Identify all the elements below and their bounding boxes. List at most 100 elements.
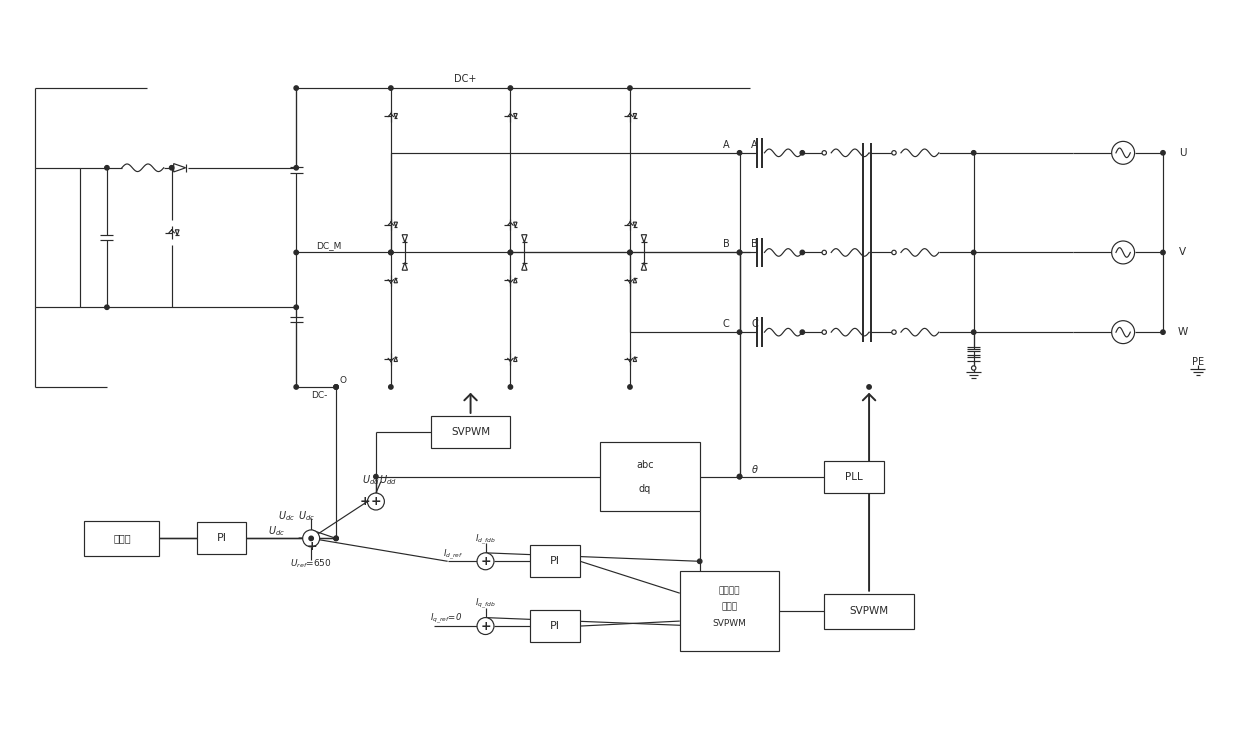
Text: -: -	[484, 621, 487, 631]
Text: PI: PI	[551, 621, 560, 631]
Bar	[430, 416, 511, 447]
Polygon shape	[394, 114, 398, 118]
Circle shape	[334, 536, 339, 541]
Circle shape	[294, 86, 299, 90]
Circle shape	[294, 166, 299, 170]
Polygon shape	[513, 278, 517, 283]
Text: $I_{d\_fdb}$: $I_{d\_fdb}$	[475, 532, 496, 547]
Text: 限压环: 限压环	[113, 533, 130, 543]
Circle shape	[1161, 250, 1166, 255]
Circle shape	[800, 250, 805, 255]
Circle shape	[971, 330, 976, 335]
Polygon shape	[634, 356, 636, 362]
Circle shape	[1161, 330, 1166, 335]
Circle shape	[477, 553, 494, 570]
Circle shape	[1112, 320, 1135, 344]
Bar	[825, 594, 914, 628]
Circle shape	[309, 536, 314, 541]
Circle shape	[508, 250, 512, 255]
Text: SVPWM: SVPWM	[713, 619, 746, 627]
Circle shape	[971, 151, 976, 155]
Polygon shape	[175, 230, 179, 235]
Polygon shape	[402, 263, 408, 270]
Polygon shape	[634, 278, 636, 283]
Circle shape	[627, 250, 632, 255]
Circle shape	[508, 250, 512, 255]
Circle shape	[388, 250, 393, 255]
Circle shape	[294, 305, 299, 309]
Text: +: +	[306, 540, 317, 554]
Bar	[197, 522, 247, 554]
Circle shape	[892, 151, 897, 155]
Text: $U_{dc}$: $U_{dc}$	[268, 524, 285, 539]
Text: W: W	[1178, 327, 1188, 337]
Circle shape	[822, 151, 826, 155]
Text: PE: PE	[1192, 357, 1204, 367]
Text: B: B	[751, 240, 758, 249]
Circle shape	[822, 250, 826, 255]
Circle shape	[170, 166, 174, 170]
Bar	[600, 441, 699, 512]
Text: $U_{dc}$: $U_{dc}$	[278, 509, 295, 524]
Text: DC+: DC+	[454, 74, 476, 84]
Polygon shape	[634, 114, 636, 118]
Circle shape	[738, 474, 742, 479]
Text: 平衡及: 平衡及	[722, 603, 738, 612]
Text: SVPWM: SVPWM	[849, 606, 889, 616]
Text: -: -	[484, 557, 487, 566]
Circle shape	[388, 250, 393, 255]
Polygon shape	[513, 356, 517, 362]
Bar	[825, 461, 884, 492]
Polygon shape	[522, 235, 527, 242]
Polygon shape	[394, 356, 398, 362]
Circle shape	[334, 536, 339, 541]
Bar	[84, 521, 159, 556]
Polygon shape	[174, 164, 186, 172]
Polygon shape	[634, 222, 636, 227]
Circle shape	[738, 330, 742, 335]
Text: V: V	[1179, 247, 1187, 258]
Text: -: -	[298, 532, 303, 545]
Polygon shape	[402, 235, 408, 242]
Circle shape	[508, 385, 512, 389]
Polygon shape	[513, 222, 517, 227]
Text: +: +	[481, 555, 491, 568]
Text: SVPWM: SVPWM	[451, 427, 490, 437]
Circle shape	[1161, 151, 1166, 155]
Circle shape	[104, 166, 109, 170]
Text: U: U	[1179, 148, 1187, 158]
Text: O: O	[340, 376, 346, 385]
Text: $U_{dd}$: $U_{dd}$	[362, 473, 379, 486]
Circle shape	[303, 530, 320, 547]
Circle shape	[334, 385, 339, 389]
Text: DC_M: DC_M	[316, 241, 341, 250]
Circle shape	[294, 385, 299, 389]
Text: θ: θ	[751, 465, 758, 474]
Circle shape	[477, 618, 494, 634]
Circle shape	[1112, 141, 1135, 164]
Text: B: B	[723, 240, 729, 249]
Circle shape	[367, 493, 384, 510]
Text: 中点电位: 中点电位	[719, 586, 740, 595]
Text: $U_{dc}$: $U_{dc}$	[298, 509, 315, 524]
Text: +: +	[360, 495, 371, 507]
Circle shape	[627, 86, 632, 90]
Text: $I_{d\_ref}$: $I_{d\_ref}$	[444, 547, 464, 562]
Text: +: +	[481, 619, 491, 633]
Text: $I_{q\_fdb}$: $I_{q\_fdb}$	[475, 597, 496, 611]
Circle shape	[892, 250, 897, 255]
Bar	[531, 610, 580, 642]
Text: abc: abc	[636, 459, 653, 470]
Polygon shape	[513, 114, 517, 118]
Circle shape	[971, 366, 976, 371]
Circle shape	[867, 385, 872, 389]
Text: +: +	[371, 495, 382, 507]
Circle shape	[738, 474, 742, 479]
Polygon shape	[522, 263, 527, 270]
Bar	[35, 168, 79, 307]
Text: PLL: PLL	[846, 471, 863, 482]
Circle shape	[334, 385, 339, 389]
Circle shape	[627, 385, 632, 389]
Circle shape	[738, 151, 742, 155]
Polygon shape	[394, 222, 398, 227]
